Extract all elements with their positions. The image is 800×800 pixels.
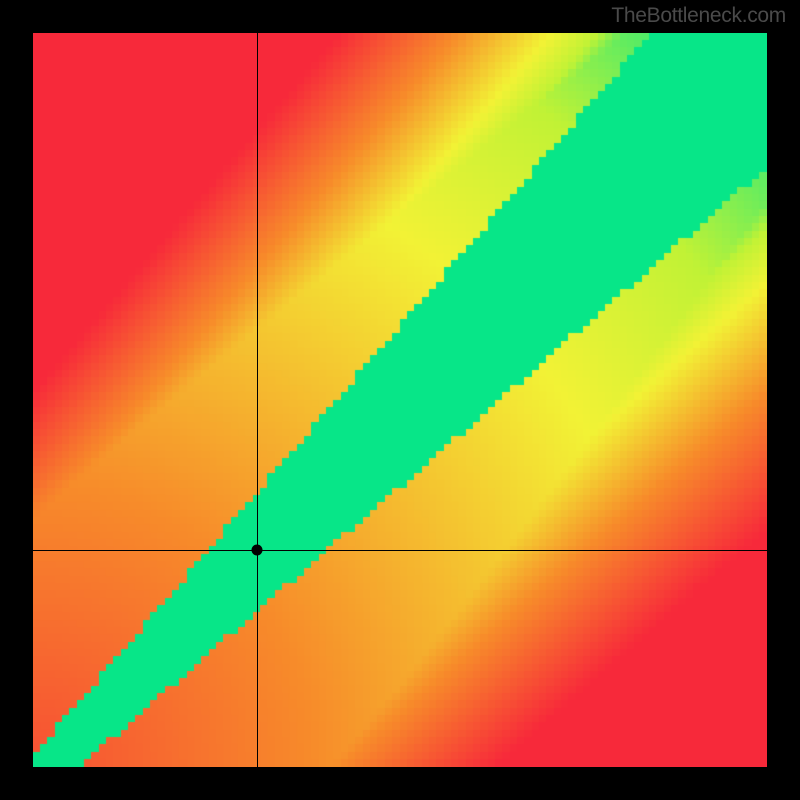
plot-area — [33, 33, 767, 767]
crosshair-horizontal — [33, 550, 767, 551]
data-point-marker — [252, 545, 263, 556]
crosshair-vertical — [257, 33, 258, 767]
watermark-text: TheBottleneck.com — [611, 4, 786, 28]
heatmap-canvas — [33, 33, 767, 767]
